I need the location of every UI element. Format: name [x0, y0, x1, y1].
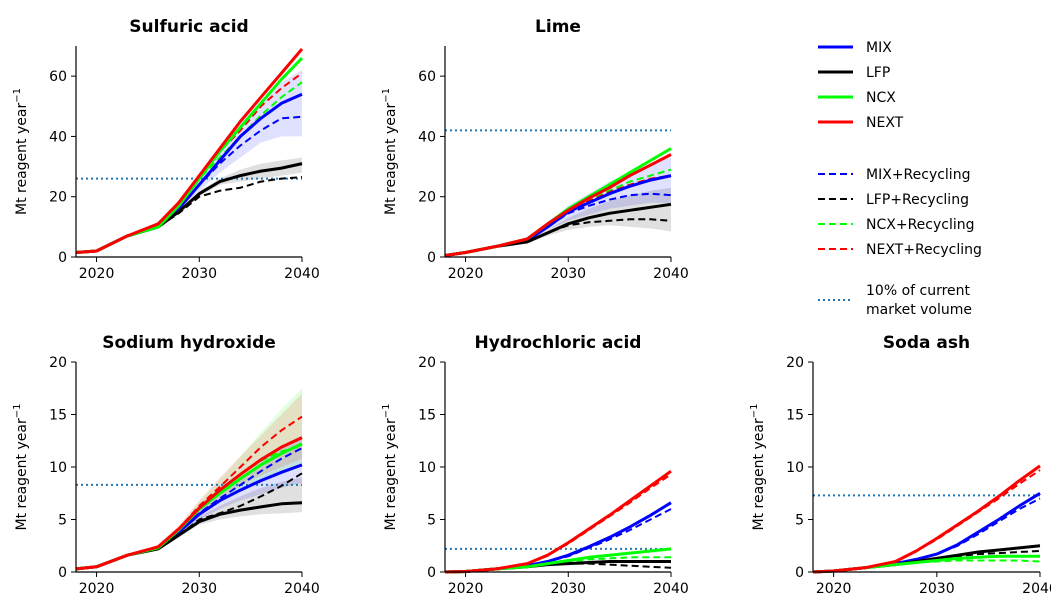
legend-label: market volume — [866, 302, 972, 318]
y-tick-label: 5 — [427, 513, 436, 529]
uncertainty-band — [76, 477, 302, 569]
series-line — [75, 447, 303, 570]
series-line — [75, 436, 303, 571]
y-tick-label: 20 — [418, 355, 436, 371]
x-tick-label: 2030 — [181, 266, 217, 282]
series-line — [75, 81, 303, 254]
legend-item: 10% of current market volume — [818, 283, 972, 318]
y-tick-label: 60 — [418, 69, 436, 85]
y-tick-label: 40 — [49, 129, 67, 145]
panel-title: Sodium hydroxide — [102, 333, 276, 353]
series-line — [75, 176, 303, 254]
x-tick-label: 2040 — [284, 266, 320, 282]
y-tick-label: 0 — [427, 565, 436, 581]
y-axis-label: Mt reagent year−1 — [12, 404, 30, 531]
legend-label: NEXT+Recycling — [866, 242, 982, 258]
legend-label: 10% of current — [866, 283, 971, 299]
y-tick-label: 15 — [49, 408, 67, 424]
y-tick-label: 10 — [418, 460, 436, 476]
series-line — [75, 415, 303, 570]
x-tick-label: 2040 — [653, 266, 689, 282]
uncertainty-band — [76, 388, 302, 569]
legend-label: NEXT — [866, 115, 904, 131]
y-tick-label: 20 — [786, 355, 804, 371]
y-tick-label: 40 — [418, 129, 436, 145]
legend-item: LFP+Recycling — [818, 192, 969, 208]
x-tick-label: 2030 — [181, 581, 217, 597]
x-tick-label: 2030 — [550, 266, 586, 282]
legend: MIX LFP NCX NEXT MIX+Recycling LFP+Recycling N… — [818, 40, 982, 318]
series-line — [812, 469, 1041, 573]
y-tick-label: 60 — [49, 69, 67, 85]
chart-panel: Soda ash05101520202020302040Mt reagent y… — [749, 333, 1051, 597]
y-tick-label: 10 — [786, 460, 804, 476]
series-line — [444, 153, 672, 257]
y-tick-label: 15 — [418, 408, 436, 424]
series-line — [812, 544, 1041, 574]
legend-item: NEXT — [818, 115, 904, 131]
legend-label: MIX+Recycling — [866, 167, 970, 183]
series-line — [75, 72, 303, 254]
series-line — [444, 473, 672, 573]
x-tick-label: 2020 — [448, 266, 484, 282]
panel-title: Soda ash — [883, 333, 970, 353]
legend-label: NCX — [866, 90, 896, 106]
x-tick-label: 2030 — [550, 581, 586, 597]
series-line — [444, 469, 672, 574]
y-tick-label: 0 — [427, 250, 436, 266]
panel-title: Lime — [535, 17, 581, 37]
y-tick-label: 15 — [786, 408, 804, 424]
legend-item: NCX+Recycling — [818, 217, 975, 233]
x-tick-label: 2040 — [1022, 581, 1051, 597]
y-axis-label: Mt reagent year−1 — [381, 88, 399, 215]
x-tick-label: 2020 — [79, 266, 115, 282]
legend-label: MIX — [866, 40, 892, 56]
y-tick-label: 20 — [49, 190, 67, 206]
uncertainty-band — [445, 187, 671, 256]
y-tick-label: 0 — [58, 565, 67, 581]
x-tick-label: 2020 — [816, 581, 852, 597]
x-tick-label: 2020 — [79, 581, 115, 597]
legend-item: MIX — [818, 40, 892, 56]
legend-label: NCX+Recycling — [866, 217, 975, 233]
legend-item: MIX+Recycling — [818, 167, 970, 183]
uncertainty-band — [76, 70, 302, 253]
series-line — [812, 464, 1041, 574]
legend-item: NEXT+Recycling — [818, 242, 982, 258]
legend-item: NCX — [818, 90, 896, 106]
y-axis-label: Mt reagent year−1 — [381, 404, 399, 531]
y-tick-label: 5 — [795, 513, 804, 529]
y-tick-label: 5 — [58, 513, 67, 529]
panel-title: Hydrochloric acid — [475, 333, 642, 353]
y-tick-label: 20 — [49, 355, 67, 371]
y-tick-label: 10 — [49, 460, 67, 476]
legend-label: LFP — [866, 65, 890, 81]
y-axis-label: Mt reagent year−1 — [749, 404, 767, 531]
y-axis-label: Mt reagent year−1 — [12, 88, 30, 215]
x-tick-label: 2030 — [919, 581, 955, 597]
y-tick-label: 0 — [795, 565, 804, 581]
x-tick-label: 2040 — [284, 581, 320, 597]
x-tick-label: 2040 — [653, 581, 689, 597]
y-tick-label: 20 — [418, 190, 436, 206]
x-tick-label: 2020 — [448, 581, 484, 597]
panel-title: Sulfuric acid — [129, 17, 248, 37]
series-line — [75, 48, 304, 254]
series-line — [75, 472, 303, 570]
y-tick-label: 0 — [58, 250, 67, 266]
legend-item: LFP — [818, 65, 890, 81]
legend-label: LFP+Recycling — [866, 192, 969, 208]
